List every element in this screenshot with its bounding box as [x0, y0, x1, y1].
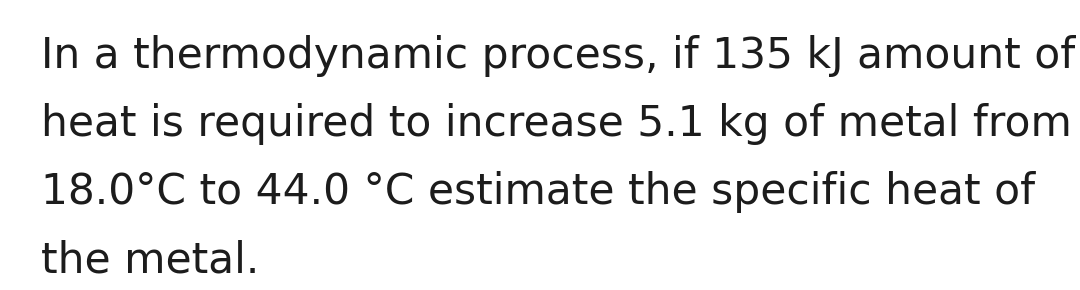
Text: the metal.: the metal. — [41, 239, 259, 281]
Text: heat is required to increase 5.1 kg of metal from: heat is required to increase 5.1 kg of m… — [41, 103, 1072, 145]
Text: 18.0°C to 44.0 °C estimate the specific heat of: 18.0°C to 44.0 °C estimate the specific … — [41, 171, 1035, 213]
Text: In a thermodynamic process, if 135 kJ amount of: In a thermodynamic process, if 135 kJ am… — [41, 35, 1076, 77]
